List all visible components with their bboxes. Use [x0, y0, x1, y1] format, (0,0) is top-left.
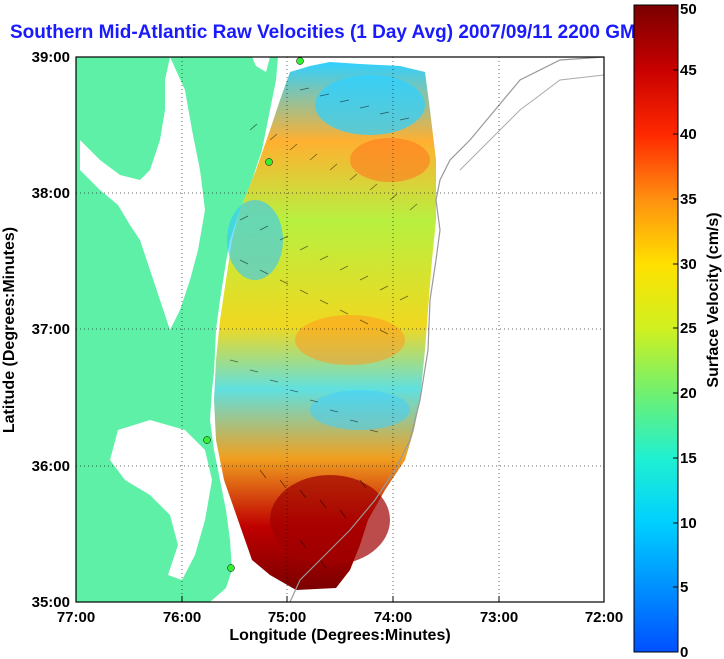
colorbar-tick: 0 [680, 644, 688, 659]
bathymetry-contour [289, 57, 604, 602]
plot-border [75, 56, 605, 603]
y-tick-label: 35:00 [32, 594, 70, 611]
colorbar-tick: 5 [680, 579, 688, 596]
x-tick-label: 72:00 [585, 609, 623, 626]
x-tick-label: 73:00 [480, 609, 518, 626]
x-tick-label: 76:00 [163, 609, 201, 626]
x-tick-label: 74:00 [374, 609, 412, 626]
colorbar-label: Surface Velocity (cm/s) [705, 212, 722, 387]
delaware-bay [252, 57, 270, 72]
y-tick-label: 39:00 [32, 49, 70, 66]
x-tick-label: 75:00 [268, 609, 306, 626]
y-axis: 35:00 36:00 37:00 38:00 39:00 Latitude (… [1, 49, 70, 611]
radar-stations [203, 57, 304, 572]
colorbar-tick: 40 [680, 126, 697, 143]
y-tick-label: 38:00 [32, 185, 70, 202]
map-title: Southern Mid-Atlantic Raw Velocities (1 … [10, 22, 648, 43]
colorbar-tick: 10 [680, 515, 697, 532]
x-tick-label: 77:00 [57, 609, 95, 626]
colorbar-gradient [633, 4, 679, 653]
colorbar-tick: 20 [680, 385, 697, 402]
colorbar-tick: 30 [680, 256, 697, 273]
colorbar: 0 5 10 15 20 25 30 35 40 45 50 Surface V… [633, 1, 722, 659]
y-tick-label: 36:00 [32, 458, 70, 475]
colorbar-tick: 15 [680, 450, 697, 467]
pamlico-sound [110, 420, 212, 580]
chesapeake-bay [80, 57, 205, 330]
x-axis: 77:00 76:00 75:00 74:00 73:00 72:00 Long… [57, 596, 623, 644]
grid-lines [76, 57, 604, 602]
colorbar-tick: 35 [680, 191, 697, 208]
colorbar-tick: 50 [680, 1, 697, 18]
y-tick-label: 37:00 [32, 321, 70, 338]
colorbar-tick: 45 [680, 62, 697, 79]
colorbar-tick: 25 [680, 320, 697, 337]
velocity-vectors [229, 87, 418, 569]
x-axis-label: Longitude (Degrees:Minutes) [229, 627, 450, 644]
y-axis-label: Latitude (Degrees:Minutes) [1, 227, 18, 433]
